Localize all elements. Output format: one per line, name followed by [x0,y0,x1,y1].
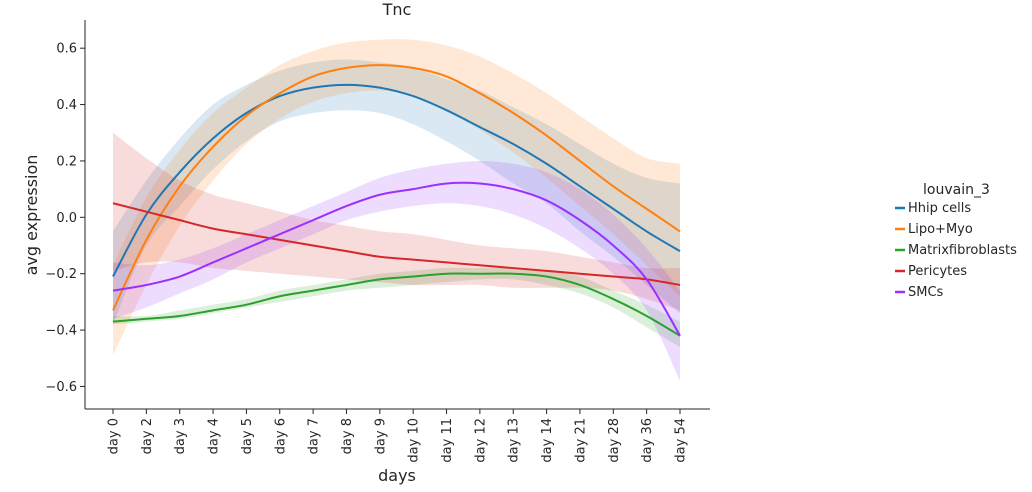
x-tick-label: day 36 [640,418,655,463]
x-tick-label: day 9 [373,418,388,454]
y-tick-label: 0.0 [56,211,77,226]
x-axis-label: days [378,466,416,485]
band-pericytes [113,132,680,311]
legend-label-pericytes: Pericytes [908,264,967,279]
legend: louvain_3 Hhip cells Lipo+Myo Matrixfibrob… [895,182,1017,300]
band-lipo-myo [113,39,680,356]
x-tick-label: day 11 [440,418,455,463]
y-tick-label: −0.2 [45,267,77,282]
x-tick-label: day 14 [540,418,555,463]
x-tick-label: day 8 [340,418,355,454]
legend-label-lipo-myo: Lipo+Myo [908,222,973,237]
legend-label-matrixfibroblasts: Matrixfibroblasts [908,243,1017,258]
y-axis-label: avg expression [22,155,41,276]
legend-label-hhip-cells: Hhip cells [908,201,971,216]
series-lines [112,64,681,337]
line-pericytes [112,202,681,286]
band-hhip-cells [113,59,680,325]
x-tick-label: day 21 [573,418,588,463]
line-hhip-cells [112,83,681,277]
x-tick-label: day 13 [507,418,522,463]
x-tick-label: day 28 [607,418,622,463]
axes [84,20,710,410]
legend-label-smcs: SMCs [908,285,944,300]
x-tick-label: day 5 [240,418,255,454]
y-tick-label: −0.4 [45,324,77,339]
line-lipo-myo [112,64,681,311]
line-matrixfibroblasts [112,272,681,337]
x-tick-label: day 10 [407,418,422,463]
x-tick-label: day 3 [173,418,188,454]
x-tick-label: day 54 [674,418,689,463]
y-tick-label: 0.4 [56,98,77,113]
x-tick-label: day 0 [107,418,122,454]
chart-title: Tnc [382,0,412,19]
x-ticks: day 0 day 2 day 3 day 4 day 5 day 6 day 7 day 8… [107,409,689,463]
x-tick-label: day 4 [207,418,222,454]
x-tick-label: day 6 [273,418,288,454]
y-tick-label: −0.6 [45,380,77,395]
band-smcs [113,160,680,381]
x-tick-label: day 7 [307,418,322,454]
y-tick-label: 0.2 [56,154,77,169]
legend-title: louvain_3 [923,182,990,198]
line-smcs [112,181,681,337]
y-ticks: −0.6 −0.4 −0.2 0.0 0.2 0.4 0.6 [45,42,85,395]
x-tick-label: day 12 [473,418,488,463]
y-tick-label: 0.6 [56,42,77,57]
x-tick-label: day 2 [140,418,155,454]
